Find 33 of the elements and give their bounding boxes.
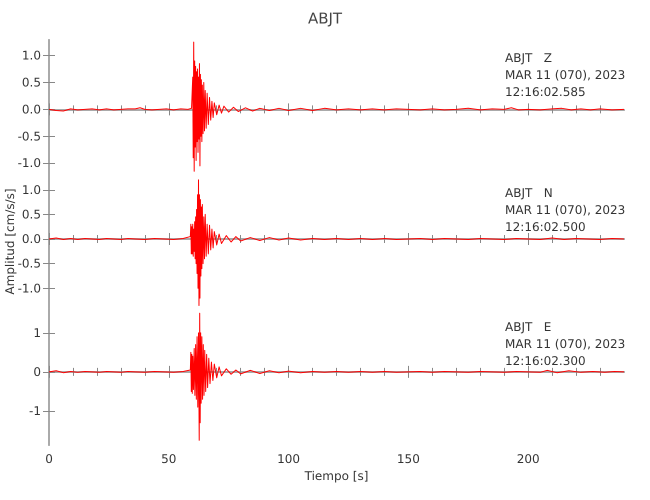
annotation: MAR 11 (070), 2023 bbox=[505, 68, 626, 82]
y-tick-label: 0.5 bbox=[22, 75, 41, 90]
x-axis-title: Tiempo [s] bbox=[304, 468, 368, 483]
annotation: ABJT Z bbox=[505, 51, 552, 65]
chart-title: ABJT bbox=[308, 10, 343, 28]
annotation: ABJT N bbox=[505, 186, 553, 200]
y-tick-label: -1 bbox=[29, 404, 41, 418]
annotation: MAR 11 (070), 2023 bbox=[505, 337, 626, 351]
y-tick-label: 1.0 bbox=[22, 182, 41, 197]
y-tick-label: 0.0 bbox=[22, 232, 41, 246]
x-tick-label: 200 bbox=[516, 452, 540, 466]
y-tick-label: -0.5 bbox=[18, 256, 41, 271]
y-tick-label: -1.0 bbox=[18, 156, 41, 170]
annotation: ABJT E bbox=[505, 320, 552, 334]
line-series bbox=[48, 312, 624, 441]
x-tick-label: 100 bbox=[277, 452, 300, 466]
line-series bbox=[48, 179, 624, 306]
y-tick-label: 1.0 bbox=[22, 48, 41, 63]
x-tick-label: 50 bbox=[161, 452, 176, 466]
annotation: 12:16:02.500 bbox=[505, 220, 586, 234]
y-tick-label: -1.0 bbox=[18, 281, 41, 296]
y-tick-label: 0.5 bbox=[22, 207, 41, 222]
annotation: MAR 11 (070), 2023 bbox=[505, 203, 626, 217]
y-axis-title: Amplitud [cm/s/s] bbox=[3, 188, 17, 295]
y-tick-label: 0.0 bbox=[22, 102, 41, 116]
x-tick-label: 150 bbox=[396, 452, 420, 466]
y-tick-label: -0.5 bbox=[18, 129, 41, 144]
y-tick-label: 0 bbox=[33, 364, 41, 379]
y-tick-label: 1 bbox=[33, 326, 41, 340]
x-tick-label: 0 bbox=[45, 452, 53, 466]
annotation: 12:16:02.300 bbox=[505, 354, 586, 368]
line-series bbox=[48, 42, 624, 172]
annotation: 12:16:02.585 bbox=[505, 85, 586, 99]
